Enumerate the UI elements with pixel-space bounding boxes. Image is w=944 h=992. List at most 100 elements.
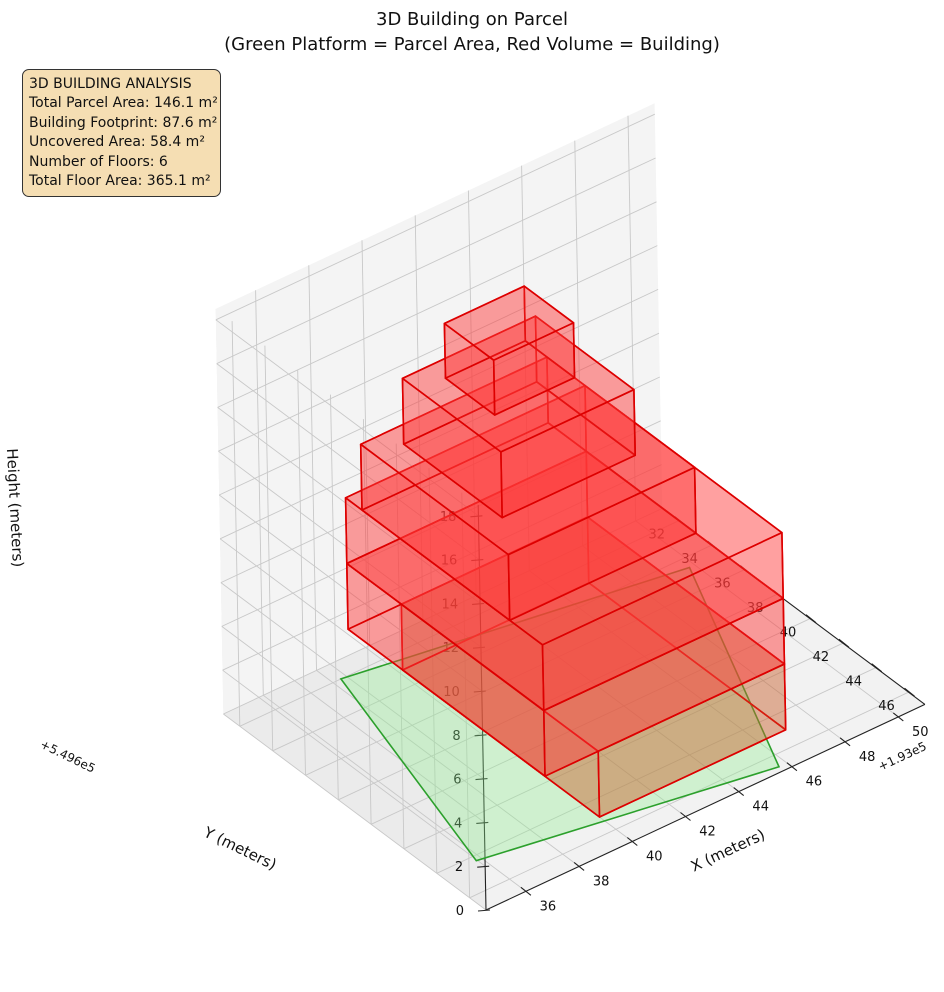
info-box-heading: 3D BUILDING ANALYSIS xyxy=(29,76,192,92)
z-tick-mark xyxy=(471,559,484,562)
gridline-z-right xyxy=(217,201,657,408)
building-face xyxy=(401,315,635,453)
z-tick-label: 14 xyxy=(442,597,459,612)
gridline-z-left xyxy=(215,319,479,517)
z-axis-line xyxy=(477,504,487,911)
z-tick-mark xyxy=(472,646,486,649)
axis-panes xyxy=(215,103,925,910)
building-face xyxy=(359,356,696,556)
info-box-line: Building Footprint: 87.6 m² xyxy=(29,114,218,131)
x-tick-mark xyxy=(839,737,851,747)
gridline-y-floor xyxy=(370,618,811,825)
plot-data xyxy=(339,285,787,862)
z-tick-label: 16 xyxy=(441,554,458,569)
z-axis-label: Height (meters) xyxy=(3,448,27,568)
chart-title: 3D Building on Parcel xyxy=(376,9,568,30)
gridline-z-left xyxy=(221,626,485,823)
z-tick-mark xyxy=(475,778,488,781)
gridline-z-left xyxy=(219,538,483,736)
x-tick-label: 48 xyxy=(859,750,876,765)
gridline-x-wall xyxy=(521,165,530,571)
gridline-x-floor xyxy=(635,520,899,718)
y-tick-label: 46 xyxy=(878,699,895,714)
y-tick-mark xyxy=(871,663,883,673)
gridline-z-right xyxy=(221,420,661,627)
x-tick-mark xyxy=(520,886,532,896)
chart-subtitle: (Green Platform = Parcel Area, Red Volum… xyxy=(224,34,720,55)
building-floor-6 xyxy=(443,285,576,416)
x-tick-label: 44 xyxy=(752,800,769,815)
y-tick-label: 44 xyxy=(845,675,862,690)
gridline-z-right xyxy=(215,113,655,321)
z-tick-mark xyxy=(476,821,489,824)
gridline-y-wall xyxy=(395,443,405,849)
x-tick-label: 40 xyxy=(646,850,663,865)
analysis-info-box: 3D BUILDING ANALYSIS Total Parcel Area: … xyxy=(22,69,221,198)
x-tick-mark xyxy=(680,812,691,821)
info-box-line: Total Parcel Area: 146.1 m² xyxy=(29,95,218,112)
x-tick-mark xyxy=(786,762,798,772)
x-tick-label: 42 xyxy=(699,825,716,840)
gridline-z-right xyxy=(218,245,658,452)
x-tick-label: 36 xyxy=(540,899,557,914)
y-tick-label: 36 xyxy=(714,577,731,592)
gridline-y-wall xyxy=(264,345,274,751)
z-tick-label: 2 xyxy=(455,860,463,875)
y-tick-label: 34 xyxy=(681,552,698,567)
info-box-line: Uncovered Area: 58.4 m² xyxy=(29,134,205,151)
gridline-y-floor xyxy=(403,642,844,850)
gridline-z-left xyxy=(216,363,480,560)
x-tick-mark xyxy=(626,837,638,846)
gridline-z-left xyxy=(218,494,483,692)
gridline-y-floor xyxy=(436,667,876,874)
info-box-line: Total Floor Area: 365.1 m² xyxy=(29,173,211,190)
y-tick-mark xyxy=(805,614,817,624)
gridline-z-left xyxy=(220,582,484,779)
z-tick-mark xyxy=(477,909,491,912)
gridline-z-right xyxy=(216,157,656,365)
gridline-y-wall xyxy=(330,394,339,800)
gridline-x-wall xyxy=(308,265,317,671)
x-tick-label: 38 xyxy=(593,874,610,889)
gridline-z-left xyxy=(223,713,487,911)
z-tick-mark xyxy=(470,515,483,518)
gridline-x-wall xyxy=(574,140,583,546)
building-floor-5 xyxy=(401,315,637,519)
gridline-z-right xyxy=(222,464,662,671)
gridline-z-left xyxy=(218,450,482,648)
gridline-x-floor xyxy=(529,570,793,768)
parcel-platform xyxy=(339,566,781,862)
info-box-line: Number of Floors: 6 xyxy=(29,153,168,170)
gridline-y-floor xyxy=(239,520,679,727)
x-tick-mark xyxy=(892,712,904,722)
gridline-y-wall xyxy=(362,419,372,825)
y-axis-label: Y (meters) xyxy=(200,823,279,874)
gridline-x-wall xyxy=(255,290,264,696)
building-face xyxy=(443,285,575,362)
gridline-z-right xyxy=(219,332,660,540)
x-tick-label: 50 xyxy=(912,725,929,740)
gridline-y-wall xyxy=(461,492,471,898)
gridline-z-right xyxy=(223,507,663,715)
z-tick-label: 6 xyxy=(453,773,461,788)
y-tick-label: 32 xyxy=(649,528,666,543)
gridline-x-floor xyxy=(582,545,846,743)
z-tick-label: 8 xyxy=(452,729,460,744)
z-tick-label: 10 xyxy=(443,685,460,700)
gridline-y-floor xyxy=(272,544,712,752)
gridline-x-floor xyxy=(316,670,580,867)
gridline-z-left xyxy=(217,407,481,604)
gridline-y-floor xyxy=(305,569,745,776)
z-tick-label: 0 xyxy=(456,904,464,919)
gridline-y-floor xyxy=(338,593,778,801)
z-tick-mark xyxy=(473,690,486,693)
gridline-x-wall xyxy=(414,215,424,621)
x-tick-mark xyxy=(573,861,585,871)
right-wall-pane xyxy=(215,103,663,715)
y-tick-mark xyxy=(904,687,915,697)
x-tick-label: 46 xyxy=(806,775,823,790)
z-tick-mark xyxy=(474,734,487,737)
x-tick-mark xyxy=(733,787,745,797)
y-tick-label: 42 xyxy=(813,650,830,665)
